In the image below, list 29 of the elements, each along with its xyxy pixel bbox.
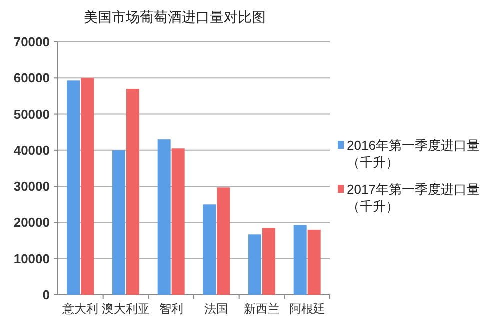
- bar: [172, 148, 185, 295]
- bar: [294, 225, 307, 295]
- x-tick-label: 新西兰: [244, 302, 280, 316]
- bar: [248, 234, 262, 295]
- bar: [158, 140, 171, 295]
- y-tick-label: 20000: [14, 215, 50, 230]
- legend-label: 2017年第一季度进口量（千升）: [347, 182, 480, 214]
- y-tick-label: 70000: [14, 34, 50, 50]
- y-tick-label: 10000: [14, 251, 50, 266]
- y-tick-label: 30000: [14, 179, 50, 194]
- legend-label: 2016年第一季度进口量（千升）: [347, 138, 480, 170]
- x-tick-label: 澳大利亚: [102, 302, 150, 316]
- x-tick-label: 意大利: [62, 302, 99, 316]
- bar: [262, 228, 276, 295]
- bar: [112, 150, 126, 295]
- x-tick-label: 法国: [204, 302, 229, 316]
- bar: [67, 80, 80, 295]
- bar: [308, 230, 321, 295]
- y-tick-label: 60000: [14, 70, 50, 86]
- bar: [126, 88, 140, 295]
- y-tick-label: 0: [42, 288, 50, 302]
- x-tick-label: 智利: [159, 302, 184, 316]
- bar: [81, 78, 94, 295]
- chart-title: 美国市场葡萄酒进口量对比图: [84, 9, 266, 25]
- bar: [217, 188, 230, 295]
- y-tick-label: 40000: [14, 142, 50, 158]
- y-tick-label: 50000: [14, 106, 50, 122]
- bar: [203, 204, 216, 295]
- x-tick-label: 阿根廷: [289, 302, 326, 316]
